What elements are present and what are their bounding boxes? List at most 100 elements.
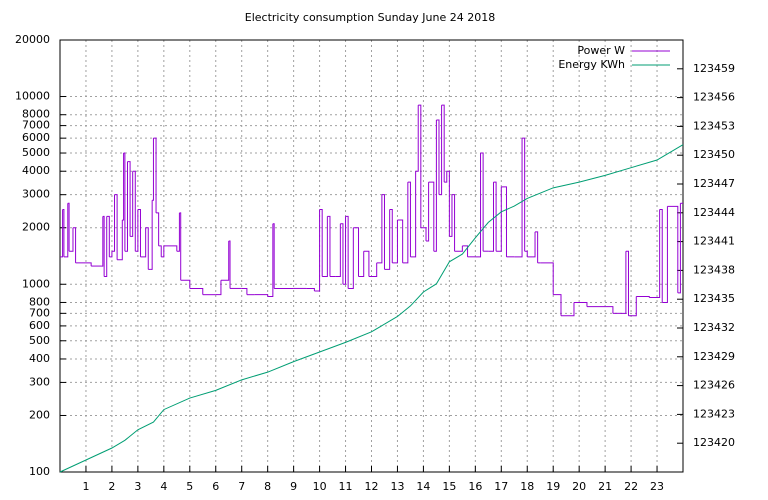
power-step (69, 227, 74, 252)
power-step (522, 137, 526, 252)
power-step (496, 186, 502, 252)
power-step (420, 227, 427, 241)
power-step (72, 227, 77, 263)
power-step (63, 203, 69, 258)
power-step (381, 194, 385, 270)
y-tick-label: 20000 (15, 33, 50, 46)
power-step (122, 153, 125, 221)
x-tick-label: 14 (416, 480, 430, 493)
x-tick-label: 13 (390, 480, 404, 493)
power-step (636, 296, 650, 298)
power-step (335, 223, 341, 277)
power-step (179, 212, 182, 281)
power-step (415, 105, 419, 172)
power-step (501, 186, 507, 257)
y-tick-label: 2000 (22, 221, 50, 234)
power-step (140, 227, 147, 258)
power-step (540, 262, 554, 295)
power-step (418, 104, 422, 228)
power-step (677, 203, 681, 294)
power-step (649, 209, 661, 299)
power-step (527, 231, 536, 258)
y-tick-label: 400 (29, 352, 50, 365)
x-tick-label: 7 (238, 480, 245, 493)
power-step (319, 209, 323, 277)
legend-label: Energy KWh (558, 58, 625, 71)
power-step (114, 194, 118, 260)
y-tick-label: 7000 (22, 119, 50, 132)
y2-tick-label: 123429 (693, 350, 735, 363)
y-tick-label: 8000 (22, 108, 50, 121)
power-step (436, 119, 440, 195)
power-step (446, 170, 450, 237)
power-step (560, 302, 575, 317)
y2-tick-label: 123420 (693, 436, 735, 449)
x-tick-label: 6 (212, 480, 219, 493)
power-step (620, 251, 627, 314)
y2-tick-label: 123453 (693, 119, 735, 132)
power-step (241, 287, 248, 295)
x-tick-label: 22 (624, 480, 638, 493)
power-step (625, 250, 629, 316)
y-tick-label: 10000 (15, 90, 50, 103)
power-step (228, 240, 231, 289)
power-step (150, 200, 153, 270)
power-step (605, 306, 614, 314)
power-step (104, 216, 108, 277)
power-step (449, 194, 453, 237)
x-tick-label: 8 (264, 480, 271, 493)
power-step (102, 215, 105, 277)
power-step (180, 279, 191, 289)
power-step (659, 209, 663, 303)
y2-tick-label: 123456 (693, 91, 735, 104)
y2-tick-label: 123444 (693, 206, 735, 219)
y2-tick-label: 123432 (693, 321, 735, 334)
power-step (153, 137, 157, 213)
power-step (451, 194, 456, 252)
x-tick-label: 16 (468, 480, 482, 493)
power-step (441, 104, 445, 183)
power-step (327, 215, 331, 277)
power-step (254, 294, 269, 297)
power-step (376, 194, 383, 264)
x-tick-label: 5 (186, 480, 193, 493)
energy-line (59, 144, 684, 473)
y-tick-label: 6000 (22, 131, 50, 144)
power-step (189, 287, 204, 295)
plot-frame (59, 39, 684, 473)
power-step (117, 219, 123, 261)
x-tick-label: 12 (365, 480, 379, 493)
power-step (109, 251, 113, 258)
power-step (163, 245, 178, 252)
power-step (553, 294, 562, 316)
power-step (342, 216, 347, 285)
power-step (220, 240, 230, 281)
power-step (322, 216, 328, 277)
power-step (145, 227, 149, 270)
power-step (272, 223, 275, 289)
power-step (402, 182, 409, 264)
power-step (480, 152, 484, 252)
x-tick-label: 19 (546, 480, 560, 493)
power-step (106, 215, 110, 257)
power-step (454, 245, 463, 252)
y2-tick-label: 123450 (693, 148, 735, 161)
power-step (60, 209, 64, 258)
power-step (384, 209, 391, 270)
power-step (493, 181, 497, 252)
power-step (130, 171, 134, 237)
x-tick-label: 10 (313, 480, 327, 493)
power-step (132, 170, 136, 252)
power-step (67, 202, 70, 252)
power-step (123, 152, 126, 252)
power-step (462, 245, 469, 257)
power-step (345, 215, 349, 289)
y-tick-label: 500 (29, 334, 50, 347)
power-step (176, 212, 180, 252)
power-step (158, 245, 162, 257)
power-step (389, 209, 393, 263)
power-step (410, 171, 417, 258)
y-tick-label: 1000 (22, 277, 50, 290)
power-step (267, 223, 274, 298)
power-step (135, 209, 139, 252)
